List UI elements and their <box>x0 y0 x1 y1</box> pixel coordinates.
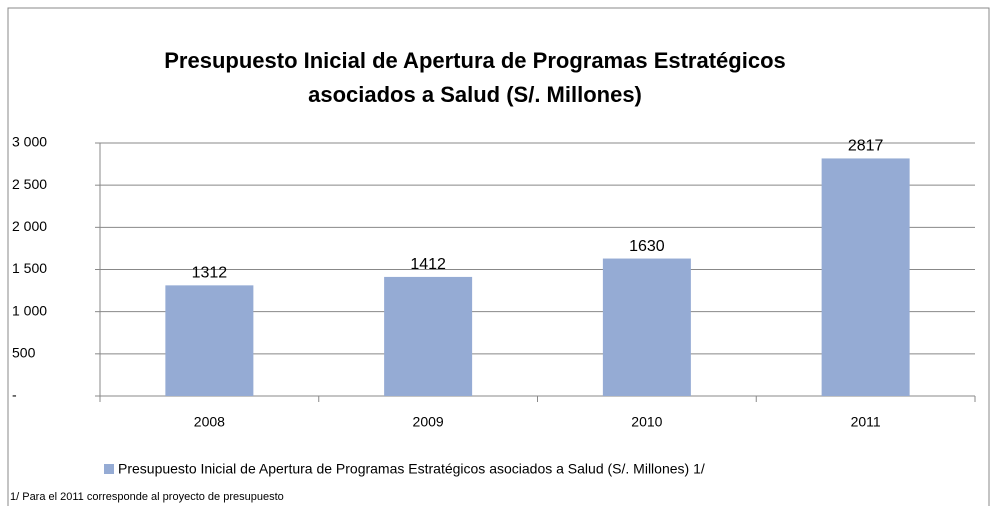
bar <box>384 276 473 396</box>
y-tick-label: 500 <box>12 345 36 361</box>
y-tick-label: 1 500 <box>12 260 47 276</box>
chart-title: Presupuesto Inicial de Apertura de Progr… <box>164 48 786 73</box>
data-label: 1412 <box>410 256 446 273</box>
chart-title: asociados a Salud (S/. Millones) <box>308 82 642 107</box>
y-tick-label: 2 000 <box>12 218 47 234</box>
y-tick-label: 1 000 <box>12 302 47 318</box>
legend-label: Presupuesto Inicial de Apertura de Progr… <box>118 461 705 477</box>
data-label: 1312 <box>192 265 228 282</box>
legend-swatch <box>104 464 114 474</box>
x-tick-label: 2010 <box>631 414 662 430</box>
x-tick-label: 2008 <box>194 414 225 430</box>
bar <box>165 285 254 396</box>
bar <box>602 258 691 396</box>
y-tick-label: 3 000 <box>12 134 47 150</box>
x-tick-label: 2009 <box>413 414 444 430</box>
footnote: 1/ Para el 2011 corresponde al proyecto … <box>10 491 284 503</box>
x-tick-label: 2011 <box>851 414 881 430</box>
bar <box>821 158 910 396</box>
y-tick-label: - <box>12 387 17 403</box>
data-label: 2817 <box>848 138 884 155</box>
y-tick-label: 2 500 <box>12 176 47 192</box>
data-label: 1630 <box>629 238 665 255</box>
